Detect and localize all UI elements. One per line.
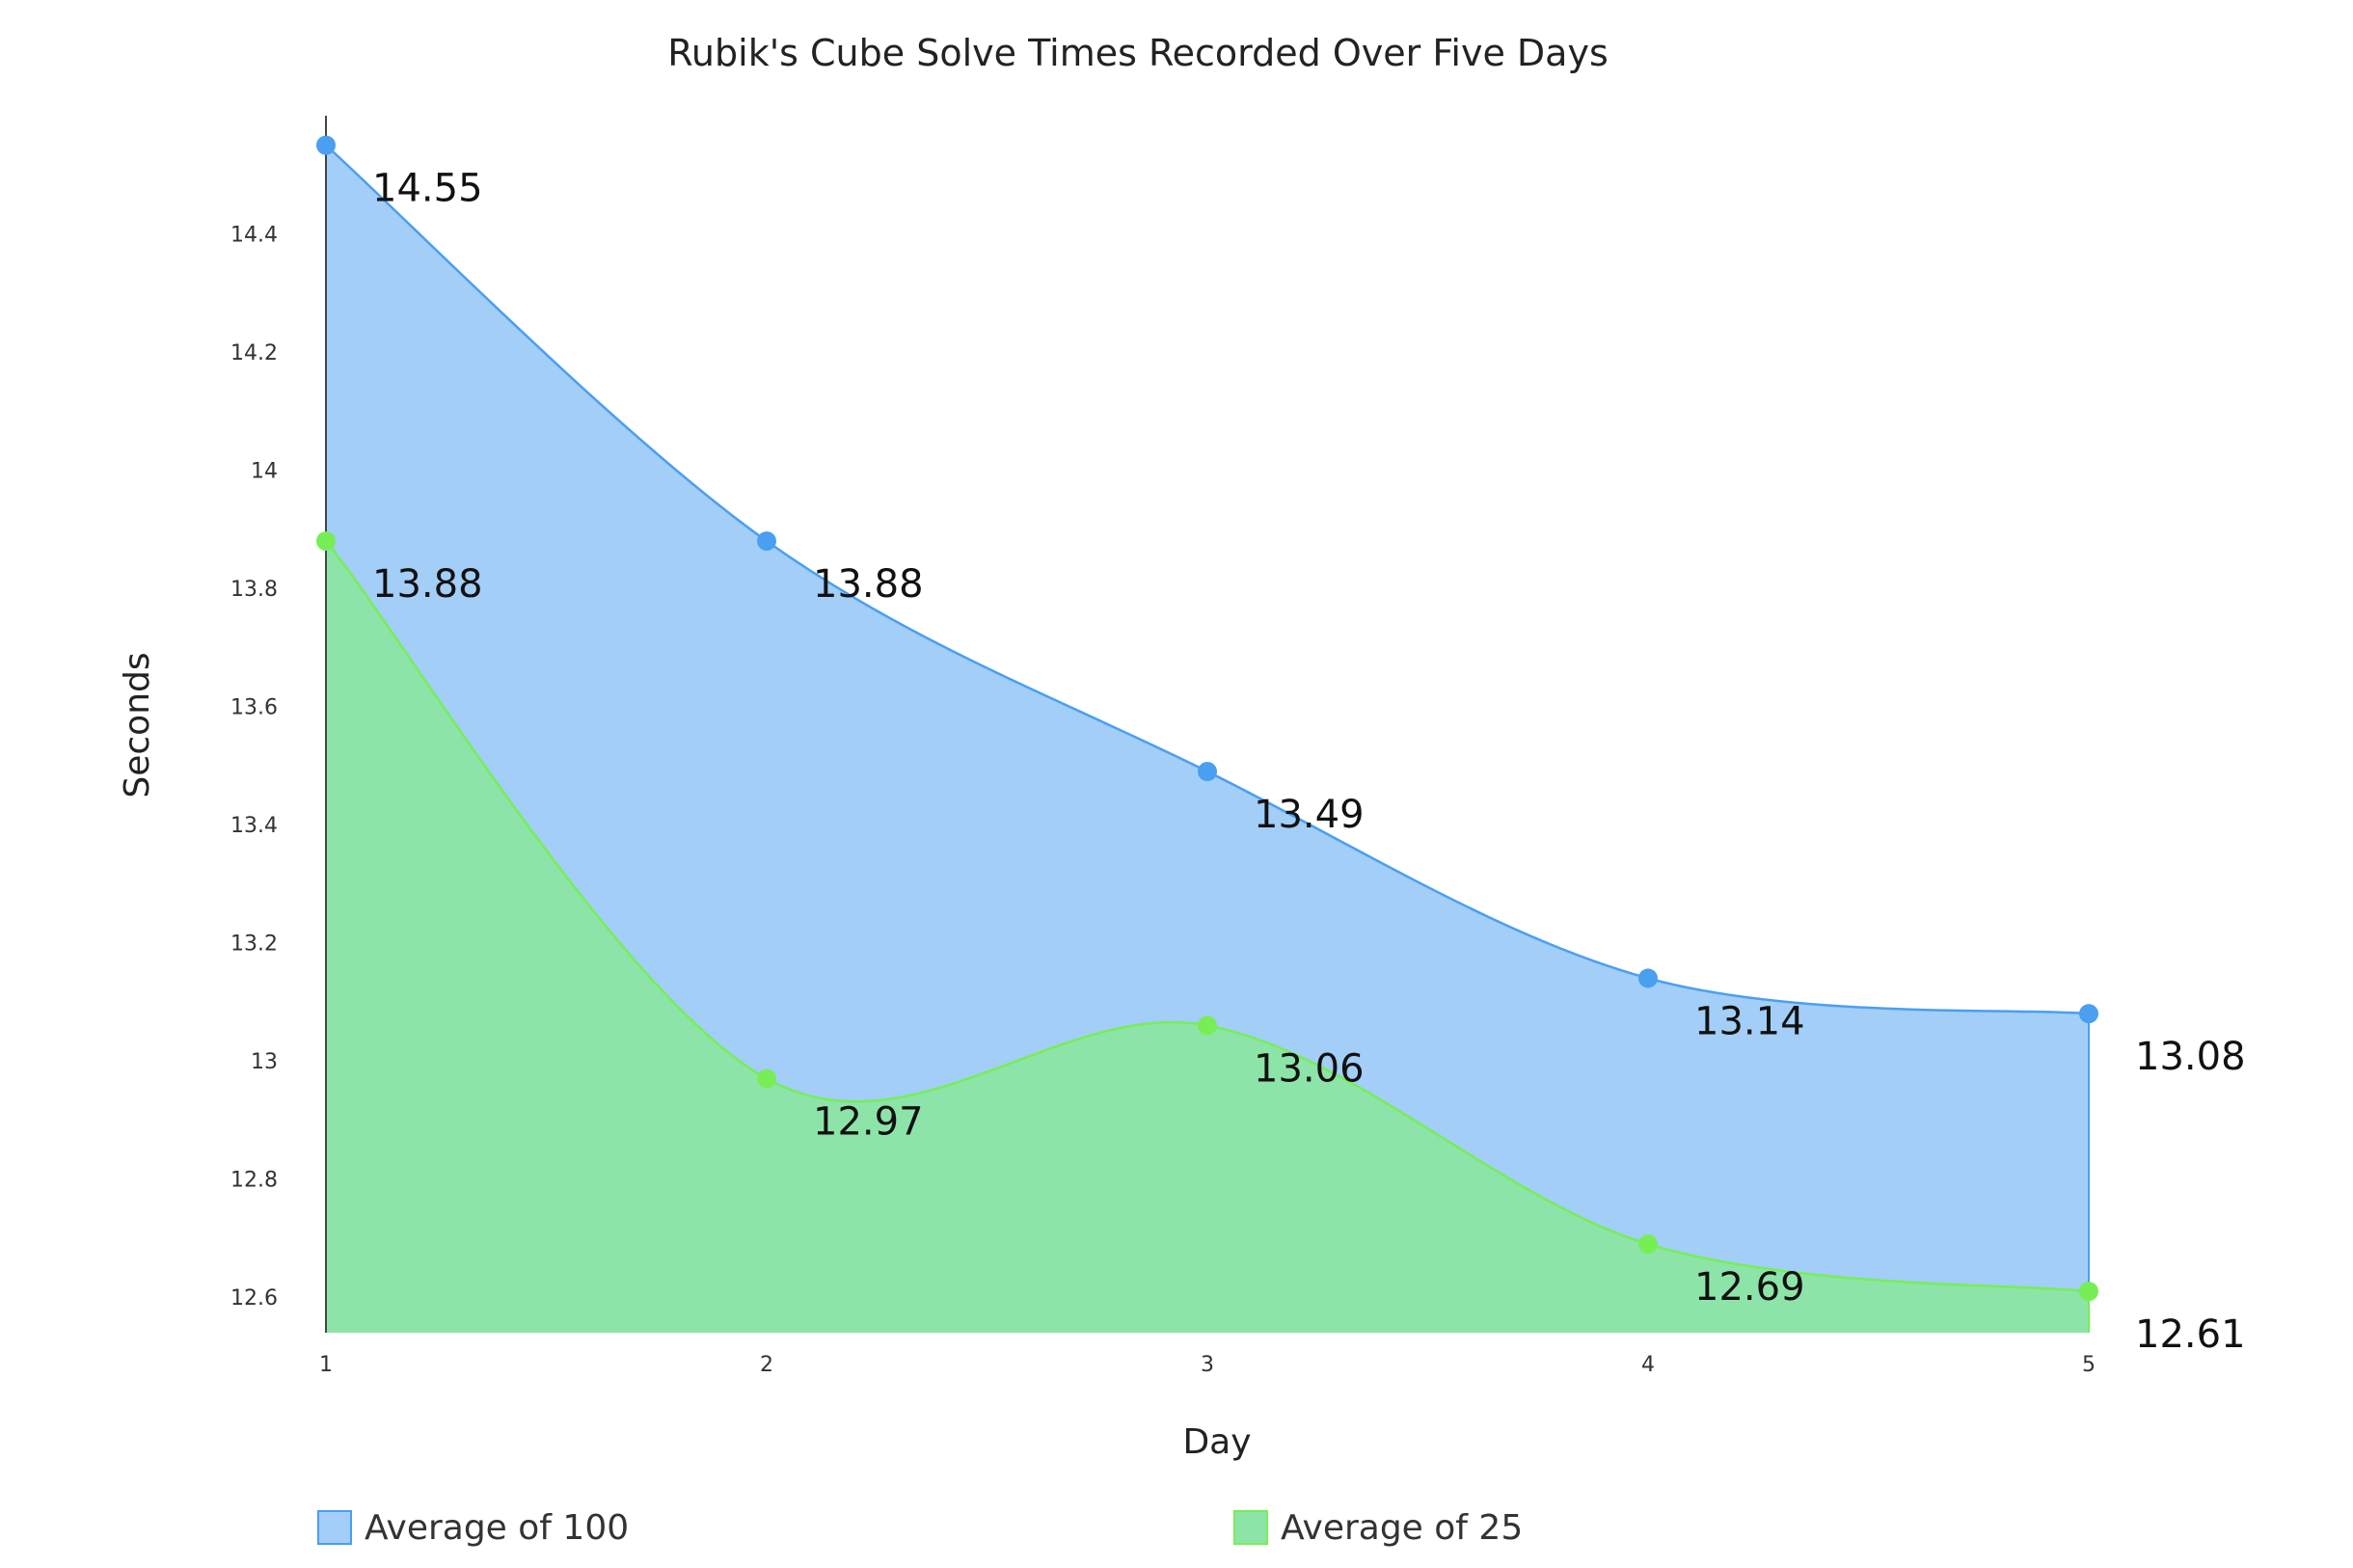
legend-label-series-2: Average of 25 [1281,1508,1523,1548]
legend: Average of 100 Average of 25 [317,1508,1523,1548]
data-point-series-2 [757,1068,776,1089]
x-tick-label: 2 [760,1353,773,1377]
data-label-series-1: 13.88 [813,562,924,607]
y-tick-label: 13 [251,1050,278,1074]
series-areas [325,144,2090,1333]
y-tick-label: 13.2 [230,933,278,957]
y-tick-label: 13.4 [230,814,278,838]
area-fill-series-2 [326,541,2089,1333]
legend-swatch-series-2 [1233,1510,1268,1545]
y-axis-title: Seconds [118,652,157,798]
x-axis-title: Day [1182,1422,1251,1462]
data-point-series-1 [1638,968,1658,988]
x-tick-label: 3 [1201,1353,1214,1377]
data-point-series-2 [1198,1015,1217,1036]
data-label-series-2: 12.69 [1694,1265,1805,1310]
y-tick-label: 14.2 [230,341,278,365]
series-line-2 [325,540,2090,1293]
data-label-series-1: 13.49 [1254,793,1365,837]
data-point-series-1 [316,135,336,155]
x-tick-label: 1 [319,1353,333,1377]
data-label-series-2: 12.61 [2135,1312,2246,1357]
legend-swatch-series-1 [317,1510,352,1545]
axes: 12.6 12.8 13 13.2 13.4 13.6 13.8 14 14.2 14.4 1 2 3 4… [230,116,2096,1377]
data-point-series-1 [757,531,776,552]
y-tick-label: 13.6 [230,696,278,720]
x-tick-label: 5 [2082,1353,2096,1377]
data-label-series-1: 14.55 [372,167,483,211]
data-points [316,135,2098,1302]
y-tick-label: 13.8 [230,578,278,602]
y-tick-label: 12.6 [230,1286,278,1311]
data-label-series-1: 13.08 [2135,1035,2246,1079]
data-label-series-2: 12.97 [813,1100,924,1145]
area-fill-series-1 [326,145,2089,1333]
legend-label-series-1: Average of 100 [365,1508,629,1548]
data-point-series-1 [2079,1004,2098,1024]
data-label-series-2: 13.88 [372,562,483,607]
data-label-series-1: 13.14 [1694,999,1805,1043]
x-tick-label: 4 [1641,1353,1655,1377]
data-labels: 14.55 13.88 13.49 13.14 13.08 13.88 12.97 13.06… [372,167,2246,1357]
data-label-series-2: 13.06 [1254,1046,1365,1091]
chart-title: Rubik's Cube Solve Times Recorded Over F… [667,32,1609,74]
y-tick-label: 14.4 [230,224,278,248]
y-tick-label: 14 [251,460,278,484]
data-point-series-2 [316,531,336,552]
data-point-series-2 [2079,1282,2098,1302]
y-tick-label: 12.8 [230,1169,278,1193]
data-point-series-2 [1638,1234,1658,1255]
series-line-1 [325,144,2090,1015]
data-point-series-1 [1198,762,1217,782]
